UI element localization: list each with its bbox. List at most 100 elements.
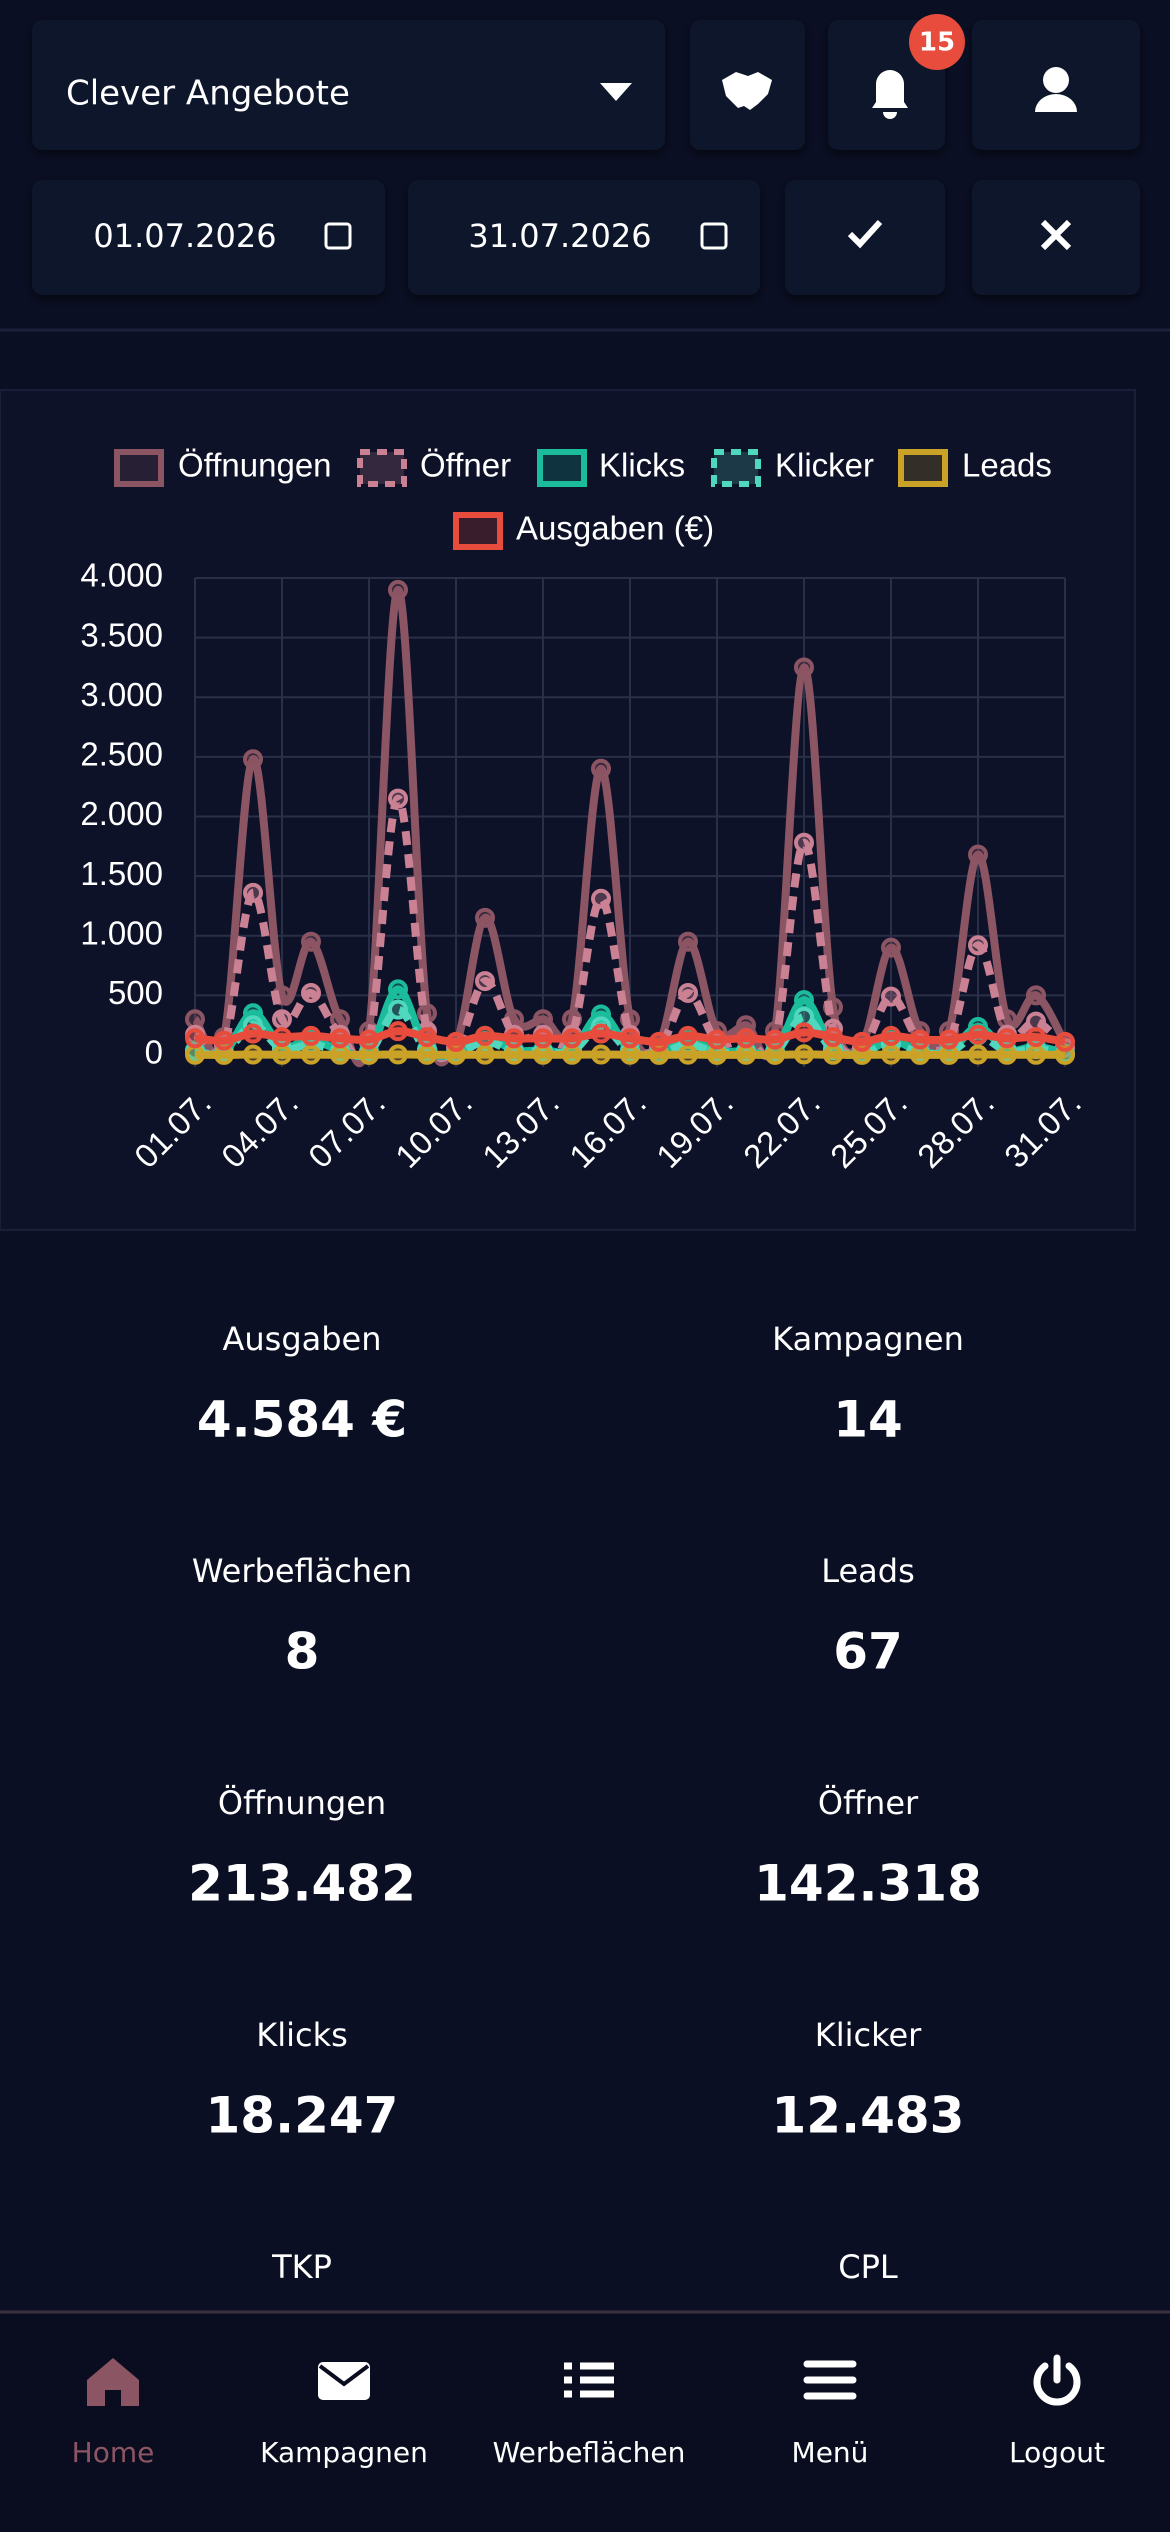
stat-value: 8 [285,1623,320,1681]
data-point [649,1031,669,1052]
data-point [562,1028,582,1049]
account-select[interactable] [32,20,665,150]
data-point [794,990,814,1011]
calendar-icon [700,222,728,250]
y-tick-label: 0 [145,1034,163,1071]
legend-label: Klicker [775,447,874,484]
user-icon [1043,67,1069,93]
close-icon [1040,219,1072,251]
nav-label: Logout [1009,2436,1105,2469]
data-point [301,1044,321,1065]
data-point [330,1028,350,1049]
data-point [968,844,988,865]
data-point [446,1031,466,1052]
data-point [301,1025,321,1046]
data-point [417,1027,437,1048]
data-point [475,1044,495,1065]
data-point [678,1044,698,1065]
data-point [272,1044,292,1065]
calendar-icon [324,222,352,250]
y-tick-label: 3.500 [80,616,163,653]
data-point [272,1009,292,1030]
menu-icon [803,2360,857,2400]
data-point [794,657,814,678]
stat-label: TKP [271,2248,332,2286]
legend-label: Öffner [420,447,511,484]
data-point [823,1044,843,1065]
stat-value: 14 [833,1391,903,1449]
data-point [417,1044,437,1065]
data-point [910,1029,930,1050]
data-point [243,882,263,903]
date-to-input[interactable] [408,180,760,295]
data-point [388,999,408,1020]
y-tick-label: 2.000 [80,795,163,832]
data-point [504,1028,524,1049]
power-icon [1033,2362,1081,2406]
data-point [881,986,901,1007]
data-point [388,1044,408,1065]
date-from-input[interactable] [32,180,385,295]
data-point [214,1030,234,1051]
data-point [765,1029,785,1050]
legend-label: Klicks [599,447,685,484]
data-point [388,1021,408,1042]
list-icon [564,2362,614,2398]
home-icon [87,2358,139,2406]
legend-swatch [537,449,587,487]
stat-label: CPL [838,2248,898,2286]
date-to: 31.07.2026 [468,217,651,255]
data-point [678,982,698,1003]
stat-label: Werbeflächen [192,1552,412,1590]
data-point [504,1044,524,1065]
nav-label: Home [72,2436,155,2469]
stat-value: 142.318 [754,1855,982,1913]
envelope-flap [318,2364,370,2387]
stats: Ausgaben 4.584 € Kampagnen 14 Werbeflächen 8 L… [188,1320,982,2286]
data-point [591,1044,611,1065]
legend-swatch [453,512,503,550]
data-point [475,907,495,928]
series-line [194,1050,1066,1059]
y-tick-label: 1.500 [80,855,163,892]
data-point [243,1023,263,1044]
y-tick-label: 2.500 [80,736,163,773]
data-point [1026,1027,1046,1048]
nav-label: Werbeflächen [493,2436,686,2469]
legend-label: Leads [962,447,1052,484]
data-point [243,1044,263,1065]
data-point [562,1044,582,1065]
legend-swatch [357,449,407,487]
y-tick-label: 500 [108,974,163,1011]
data-point [533,1044,553,1065]
data-point [388,979,408,1000]
stat-label: Klicker [815,2016,922,2054]
data-point [330,1044,350,1065]
legend-label: Ausgaben (€) [516,510,714,547]
series-line [194,1027,1066,1046]
data-point [852,1031,872,1052]
nav-labels: Home Kampagnen Werbeflächen Menü Logout [72,2436,1105,2469]
data-point [1026,1044,1046,1065]
legend-swatch [114,449,164,487]
dropdown-caret [600,83,632,101]
nav-label: Menü [792,2436,869,2469]
data-point [881,937,901,958]
data-point [1055,1031,1075,1052]
legend-swatch [898,449,948,487]
data-point [620,1044,640,1065]
y-tick-label: 4.000 [80,557,163,594]
badge-count: 15 [919,28,955,58]
chart-card [0,389,1136,1231]
data-point [359,1029,379,1050]
data-point [968,1024,988,1045]
stat-value: 12.483 [772,2087,965,2145]
stat-value: 4.584 € [197,1391,407,1449]
check-icon [847,219,883,249]
bell-icon [872,70,908,119]
data-point [185,1028,205,1049]
stat-label: Klicks [256,2016,348,2054]
bottom-nav [0,2312,1170,2532]
data-point [678,931,698,952]
